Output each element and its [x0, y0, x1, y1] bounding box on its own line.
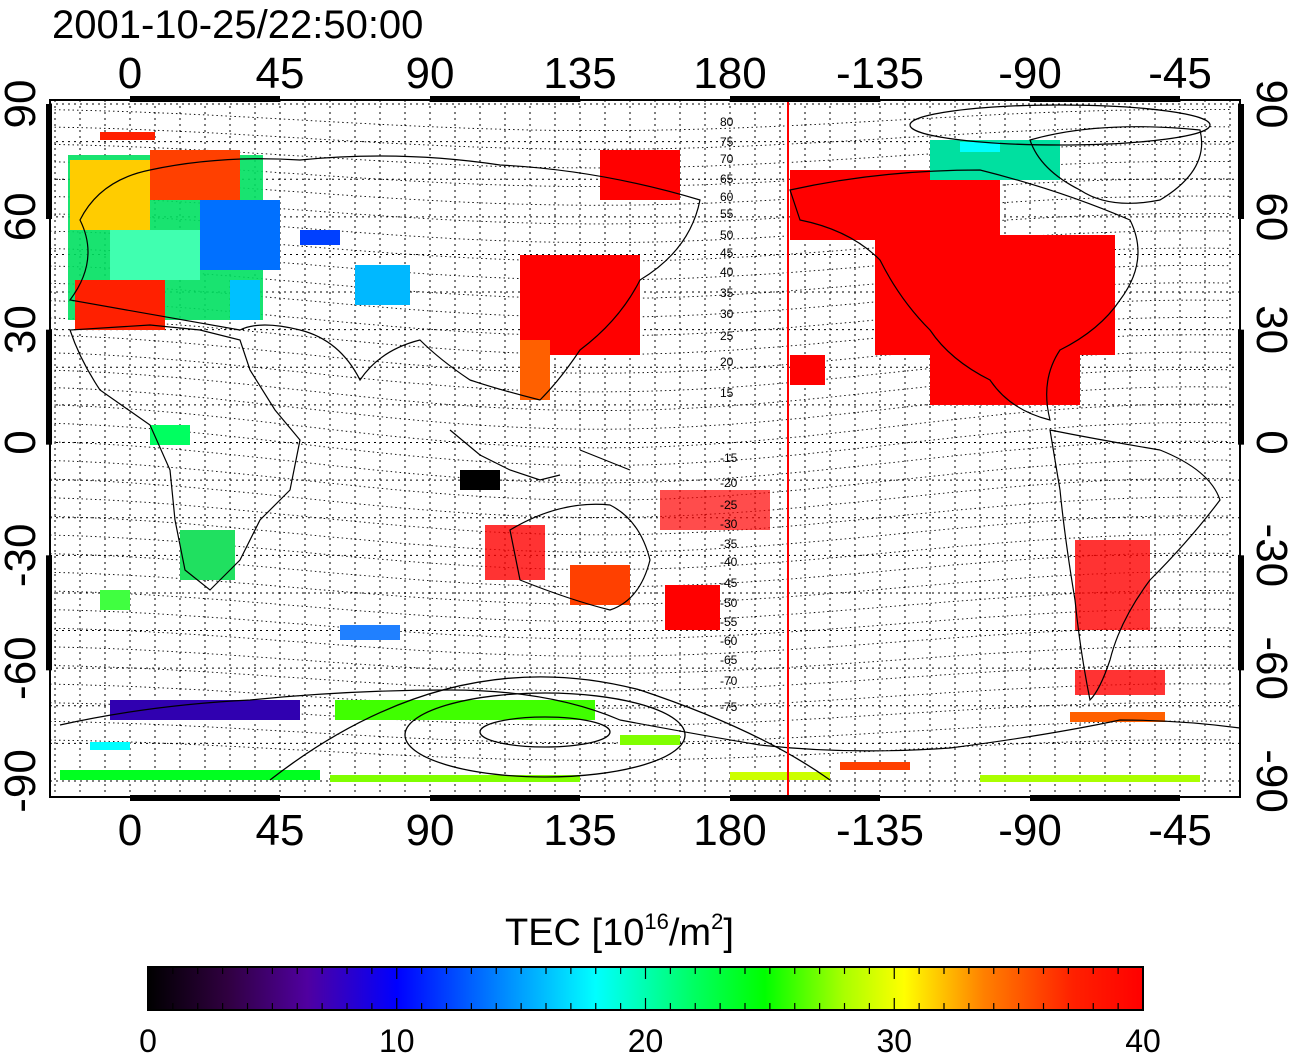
colorbar-tick-labels: 0 10 20 30 40	[139, 1023, 1161, 1057]
right-lat-label: -90	[1247, 749, 1292, 813]
contour-label: 40	[720, 265, 734, 279]
contour-label: -20	[720, 476, 738, 490]
coastlines	[59, 126, 1240, 752]
right-lat-label: 0	[1247, 430, 1292, 454]
contour-label: 80	[720, 115, 734, 129]
contour-label: 25	[720, 329, 734, 343]
bottom-longitude-labels: 0 45 90 135 180 -135 -90 -45	[118, 806, 1212, 855]
left-lat-label: 60	[0, 192, 45, 241]
right-lat-label: 30	[1247, 305, 1292, 354]
contour-label: -60	[720, 634, 738, 648]
auroral-oval-contours	[269, 104, 1211, 781]
contour-label: 15	[720, 386, 734, 400]
bottom-lon-label: 90	[406, 806, 455, 855]
bottom-lon-label: -45	[1148, 806, 1212, 855]
bottom-lon-label: 0	[118, 806, 142, 855]
bottom-lon-label: -90	[998, 806, 1062, 855]
top-lon-label: 90	[406, 49, 455, 98]
right-lat-label: -30	[1247, 524, 1292, 588]
bottom-lon-label: 135	[543, 806, 616, 855]
right-lat-label: 90	[1247, 80, 1292, 129]
contour-label: -50	[720, 596, 738, 610]
top-lon-label: 0	[118, 49, 142, 98]
colorbar-tick-label: 20	[628, 1023, 664, 1057]
left-latitude-labels: 90 60 30 0 -30 -60 -90	[0, 80, 45, 813]
contour-label: 70	[720, 152, 734, 166]
contour-label: 20	[720, 355, 734, 369]
left-lat-label: 0	[0, 430, 45, 454]
left-lat-label: -30	[0, 524, 45, 588]
right-latitude-labels: 90 60 30 0 -30 -60 -90	[1247, 80, 1292, 813]
colorbar-tick-label: 40	[1125, 1023, 1161, 1057]
contour-label: 55	[720, 207, 734, 221]
top-lon-label: -90	[998, 49, 1062, 98]
colorbar-tick-label: 0	[139, 1023, 157, 1057]
contour-label: 50	[720, 228, 734, 242]
left-lat-label: -60	[0, 636, 45, 700]
bottom-lon-label: 45	[256, 806, 305, 855]
contour-label: -25	[720, 498, 738, 512]
contour-label: -35	[720, 537, 738, 551]
tec-data-patches	[60, 132, 1200, 782]
top-lon-label: 180	[693, 49, 766, 98]
right-lat-label: -60	[1247, 636, 1292, 700]
top-longitude-labels: 0 45 90 135 180 -135 -90 -45	[118, 49, 1212, 98]
contour-label: -15	[720, 451, 738, 465]
left-lat-label: 90	[0, 80, 45, 129]
colorbar-tick-label: 30	[876, 1023, 912, 1057]
top-lon-label: -135	[836, 49, 924, 98]
top-lon-label: -45	[1148, 49, 1212, 98]
timestamp-title: 2001-10-25/22:50:00	[52, 3, 423, 47]
bottom-lon-label: -135	[836, 806, 924, 855]
contour-label: -65	[720, 653, 738, 667]
left-lat-label: 30	[0, 305, 45, 354]
contour-label: 60	[720, 190, 734, 204]
colorbar-ticks	[172, 967, 1119, 1010]
colorbar-tick-label: 10	[379, 1023, 415, 1057]
colorbar-label: TEC [1016/m2]	[505, 909, 734, 954]
contour-labels: 80 75 70 65 60 55 50 45 40 35 30 25 20 15 -15 -20 -25 -30…	[720, 115, 738, 714]
contour-label: 75	[720, 135, 734, 149]
contour-label: -30	[720, 517, 738, 531]
contour-label: 35	[720, 286, 734, 300]
contour-label: 65	[720, 172, 734, 186]
contour-label: -70	[720, 674, 738, 688]
frame-ticks	[46, 96, 1244, 801]
contour-label: -55	[720, 615, 738, 629]
bottom-lon-label: 180	[693, 806, 766, 855]
right-lat-label: 60	[1247, 192, 1292, 241]
map-area: 80 75 70 65 60 55 50 45 40 35 30 25 20 15 -15 -20 -25 -30…	[50, 100, 1240, 797]
top-lon-label: 45	[256, 49, 305, 98]
contour-label: -75	[720, 700, 738, 714]
contour-label: -40	[720, 555, 738, 569]
left-lat-label: -90	[0, 749, 45, 813]
contour-label: 30	[720, 307, 734, 321]
top-lon-label: 135	[543, 49, 616, 98]
contour-label: -45	[720, 576, 738, 590]
contour-label: 45	[720, 246, 734, 260]
